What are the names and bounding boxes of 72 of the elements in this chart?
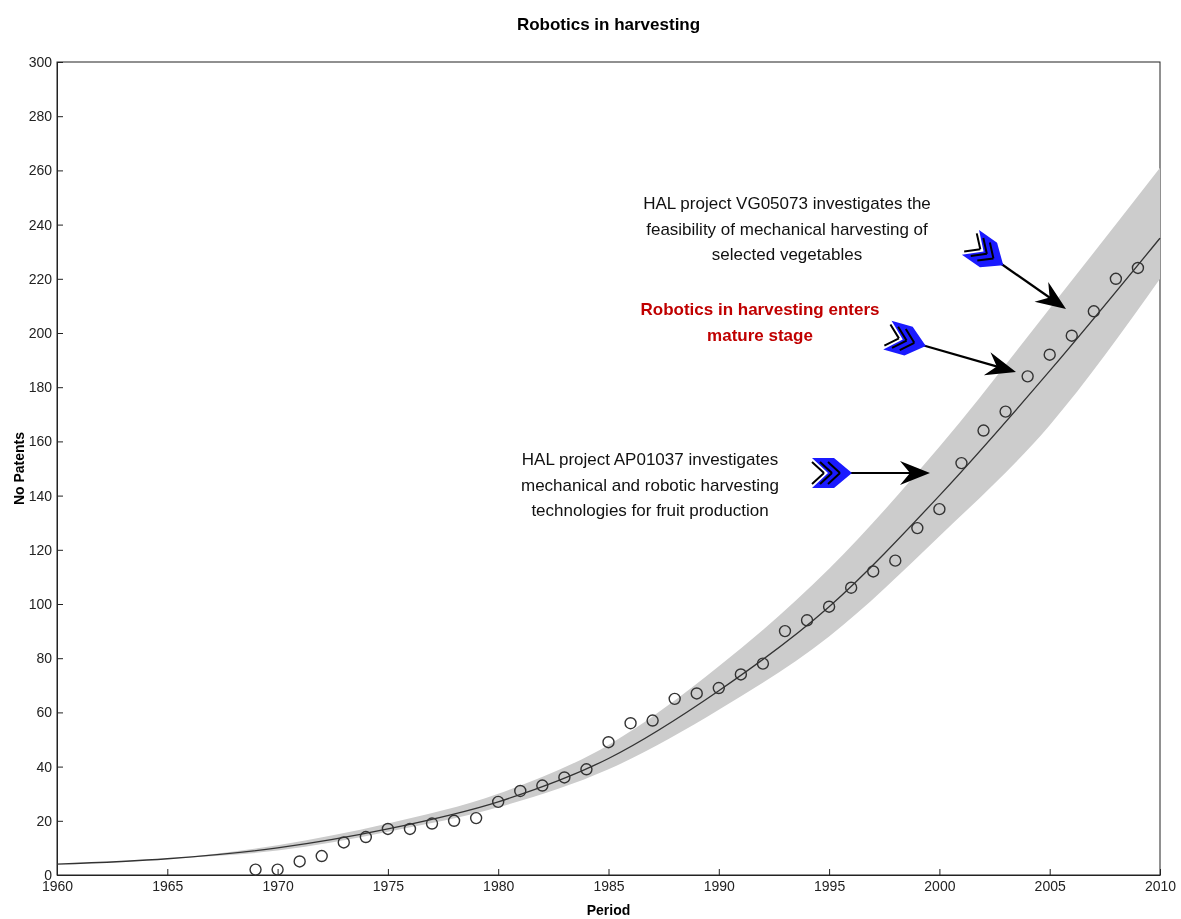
point xyxy=(315,849,328,863)
point xyxy=(734,668,748,681)
point xyxy=(1065,329,1078,342)
point xyxy=(756,657,770,670)
annotation: HAL project AP01037 investigates mechanical and robotic harvesting technologies for fruit production xyxy=(521,450,779,520)
point xyxy=(668,692,681,706)
y-tick-label: 300 xyxy=(28,53,53,70)
y-tick-label: 260 xyxy=(28,162,53,179)
x-tick-label: 1990 xyxy=(703,877,736,894)
point xyxy=(447,814,461,827)
y-tick-label: 280 xyxy=(28,108,53,125)
point xyxy=(381,822,395,836)
y-tick-label: 40 xyxy=(36,758,53,775)
point xyxy=(822,600,836,613)
point xyxy=(690,687,703,700)
point xyxy=(999,405,1012,418)
y-tick-label: 240 xyxy=(28,216,53,233)
point xyxy=(602,736,615,749)
point xyxy=(1021,370,1034,383)
point xyxy=(1087,305,1101,318)
point xyxy=(977,424,990,437)
x-tick-label: 1975 xyxy=(372,877,405,894)
y-tick-label: 200 xyxy=(28,324,53,341)
point xyxy=(580,763,593,776)
point xyxy=(712,681,725,695)
y-tick-label: 120 xyxy=(28,541,53,558)
x-tick-label: 1980 xyxy=(483,877,515,894)
x-axis-title: Period xyxy=(586,902,631,918)
y-axis-title: No Patents xyxy=(11,431,27,506)
point xyxy=(800,614,814,627)
point xyxy=(1109,272,1123,285)
x-tick-label: 2005 xyxy=(1034,877,1066,894)
x-tick-label: 1985 xyxy=(593,877,625,894)
point xyxy=(867,565,880,578)
point xyxy=(337,836,350,849)
x-tick-label: 1965 xyxy=(152,877,184,894)
y-tick-label: 100 xyxy=(28,595,53,612)
chart-title: Robotics in harvesting xyxy=(516,15,701,34)
point xyxy=(403,822,417,836)
x-tick-label: 1995 xyxy=(814,877,846,894)
point xyxy=(469,811,483,825)
y-tick-label: 160 xyxy=(28,433,53,450)
x-tick-label: 1970 xyxy=(262,877,294,894)
point xyxy=(1131,261,1145,275)
point xyxy=(425,817,439,830)
point xyxy=(624,717,637,730)
x-tick-label: 2000 xyxy=(924,877,956,894)
point xyxy=(778,624,792,638)
annotation: Robotics in harvesting enters mature stage xyxy=(640,300,880,345)
y-tick-label: 80 xyxy=(36,650,53,667)
point xyxy=(293,855,306,868)
point xyxy=(1043,348,1056,361)
point xyxy=(955,456,968,470)
x-tick-label: 2010 xyxy=(1144,877,1177,894)
point xyxy=(536,779,549,792)
y-tick-label: 140 xyxy=(28,487,53,504)
y-tick-label: 180 xyxy=(28,379,53,396)
point xyxy=(558,771,571,784)
y-tick-label: 20 xyxy=(36,812,53,829)
point xyxy=(271,863,284,876)
point xyxy=(646,714,659,727)
point xyxy=(933,502,946,516)
point xyxy=(889,554,902,567)
y-tick-label: 220 xyxy=(28,270,53,287)
point xyxy=(514,784,527,798)
annotation: HAL project VG05073 investigates the feasibility of mechanical harvesting of selected vegetables xyxy=(643,194,931,264)
y-tick-label: 60 xyxy=(36,704,53,721)
point xyxy=(911,521,924,535)
point xyxy=(844,581,858,594)
point xyxy=(492,795,505,809)
point xyxy=(359,830,373,844)
point xyxy=(249,863,262,876)
